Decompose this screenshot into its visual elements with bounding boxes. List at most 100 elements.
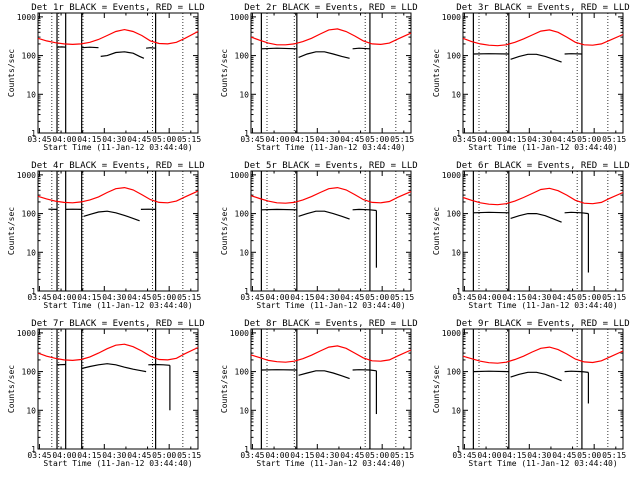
events-series-segment bbox=[298, 51, 350, 59]
x-axis-label: Start Time (11-Jan-12 03:44:40) bbox=[256, 143, 405, 152]
events-series-segment bbox=[352, 208, 377, 212]
chart-panel-6: Det 6r BLACK = Events, RED = LLD 1 10 100 10… bbox=[432, 161, 630, 310]
plot-frame bbox=[462, 170, 624, 292]
x-tick-label: 04:45 bbox=[552, 451, 576, 460]
chart-title: Det 4r BLACK = Events, RED = LLD bbox=[31, 161, 204, 171]
x-tick-label: 05:15 bbox=[602, 451, 626, 460]
events-series-segment bbox=[81, 46, 99, 49]
y-tick-label: 1 bbox=[244, 445, 249, 454]
events-series-segment bbox=[510, 371, 562, 382]
y-tick-label: 100 bbox=[22, 210, 37, 219]
chart-title: Det 9r BLACK = Events, RED = LLD bbox=[456, 319, 629, 329]
plot-frame bbox=[250, 170, 412, 292]
x-tick-label: 04:15 bbox=[502, 293, 526, 302]
y-tick-label: 10 bbox=[451, 248, 461, 257]
x-tick-label: 05:00 bbox=[152, 135, 176, 144]
x-tick-label: 04:30 bbox=[102, 451, 126, 460]
x-tick-label: 03:45 bbox=[27, 451, 51, 460]
lld-series-line bbox=[37, 28, 199, 46]
x-tick-label: 03:45 bbox=[452, 451, 476, 460]
plot-frame bbox=[37, 12, 199, 134]
y-tick-label: 1 bbox=[456, 445, 461, 454]
x-tick-label: 04:30 bbox=[527, 135, 551, 144]
x-tick-label: 05:00 bbox=[152, 293, 176, 302]
y-tick-label: 10 bbox=[26, 406, 36, 415]
chart-panel-3: Det 3r BLACK = Events, RED = LLD 1 10 100 10… bbox=[432, 3, 630, 152]
y-tick-label: 1 bbox=[244, 287, 249, 296]
x-tick-label: 04:30 bbox=[315, 451, 339, 460]
chart-title: Det 2r BLACK = Events, RED = LLD bbox=[244, 3, 417, 13]
y-tick-label: 1000 bbox=[17, 329, 36, 338]
events-series-segment bbox=[146, 47, 156, 49]
plot-frame bbox=[250, 12, 412, 134]
x-tick-label: 04:00 bbox=[52, 293, 76, 302]
x-tick-label: 04:30 bbox=[527, 293, 551, 302]
y-tick-label: 10 bbox=[26, 90, 36, 99]
x-axis-label: Start Time (11-Jan-12 03:44:40) bbox=[43, 459, 192, 468]
y-axis-label: Counts/sec bbox=[7, 207, 16, 255]
x-tick-label: 03:45 bbox=[240, 135, 264, 144]
x-tick-label: 04:45 bbox=[127, 451, 151, 460]
chart-title: Det 7r BLACK = Events, RED = LLD bbox=[31, 319, 204, 329]
events-series-segment bbox=[100, 51, 145, 59]
y-axis-label: Counts/sec bbox=[7, 365, 16, 413]
x-tick-label: 05:00 bbox=[365, 293, 389, 302]
x-tick-label: 04:15 bbox=[502, 135, 526, 144]
y-tick-label: 1000 bbox=[442, 171, 461, 180]
x-tick-label: 04:15 bbox=[502, 451, 526, 460]
x-axis-label: Start Time (11-Jan-12 03:44:40) bbox=[43, 143, 192, 152]
y-tick-label: 100 bbox=[447, 210, 462, 219]
x-tick-label: 04:00 bbox=[265, 451, 289, 460]
y-axis-label: Counts/sec bbox=[220, 365, 229, 413]
chart-panel-9: Det 9r BLACK = Events, RED = LLD 1 10 100 10… bbox=[432, 319, 630, 468]
x-tick-label: 03:45 bbox=[27, 293, 51, 302]
x-tick-label: 04:30 bbox=[315, 135, 339, 144]
chart-panel-1: Det 1r BLACK = Events, RED = LLD 1 10 100 10… bbox=[7, 3, 205, 152]
lld-series-line bbox=[250, 186, 412, 204]
y-tick-label: 1 bbox=[456, 129, 461, 138]
x-tick-label: 04:45 bbox=[340, 135, 364, 144]
y-tick-label: 100 bbox=[22, 368, 37, 377]
y-tick-label: 10 bbox=[239, 90, 249, 99]
plot-frame bbox=[250, 328, 412, 450]
x-axis-label: Start Time (11-Jan-12 03:44:40) bbox=[468, 143, 617, 152]
x-axis-label: Start Time (11-Jan-12 03:44:40) bbox=[468, 301, 617, 310]
y-tick-label: 1 bbox=[31, 287, 36, 296]
x-axis-label: Start Time (11-Jan-12 03:44:40) bbox=[468, 459, 617, 468]
x-axis-label: Start Time (11-Jan-12 03:44:40) bbox=[256, 459, 405, 468]
lld-series-line bbox=[462, 29, 624, 47]
chart-panel-7: Det 7r BLACK = Events, RED = LLD 1 10 100 10… bbox=[7, 319, 205, 468]
events-series-segment bbox=[298, 210, 350, 220]
y-tick-label: 1000 bbox=[442, 329, 461, 338]
chart-title: Det 6r BLACK = Events, RED = LLD bbox=[456, 161, 629, 171]
events-series-segment bbox=[564, 370, 589, 373]
x-tick-label: 04:45 bbox=[340, 451, 364, 460]
y-tick-label: 1000 bbox=[230, 13, 249, 22]
x-tick-label: 04:45 bbox=[127, 293, 151, 302]
chart-panel-2: Det 2r BLACK = Events, RED = LLD 1 10 100 10… bbox=[220, 3, 418, 152]
x-tick-label: 04:00 bbox=[477, 293, 501, 302]
y-tick-label: 1000 bbox=[230, 171, 249, 180]
events-series-segment bbox=[81, 363, 147, 373]
x-tick-label: 05:15 bbox=[390, 293, 414, 302]
x-tick-label: 04:15 bbox=[77, 451, 101, 460]
y-tick-label: 10 bbox=[451, 406, 461, 415]
chart-panel-4: Det 4r BLACK = Events, RED = LLD 1 10 100 10… bbox=[7, 161, 205, 310]
x-tick-label: 04:15 bbox=[77, 293, 101, 302]
y-axis-label: Counts/sec bbox=[432, 49, 441, 97]
x-tick-label: 05:15 bbox=[177, 451, 201, 460]
y-tick-label: 10 bbox=[239, 248, 249, 257]
plot-frame bbox=[462, 12, 624, 134]
x-tick-label: 05:00 bbox=[365, 135, 389, 144]
events-series-segment bbox=[298, 370, 350, 380]
y-tick-label: 10 bbox=[26, 248, 36, 257]
events-series-segment bbox=[510, 53, 562, 63]
chart-title: Det 1r BLACK = Events, RED = LLD bbox=[31, 3, 204, 13]
y-tick-label: 100 bbox=[235, 368, 250, 377]
events-series-segment bbox=[261, 47, 297, 50]
x-tick-label: 04:15 bbox=[290, 293, 314, 302]
x-tick-label: 04:30 bbox=[102, 293, 126, 302]
y-axis-label: Counts/sec bbox=[7, 49, 16, 97]
x-tick-label: 05:15 bbox=[390, 135, 414, 144]
y-tick-label: 100 bbox=[22, 52, 37, 61]
